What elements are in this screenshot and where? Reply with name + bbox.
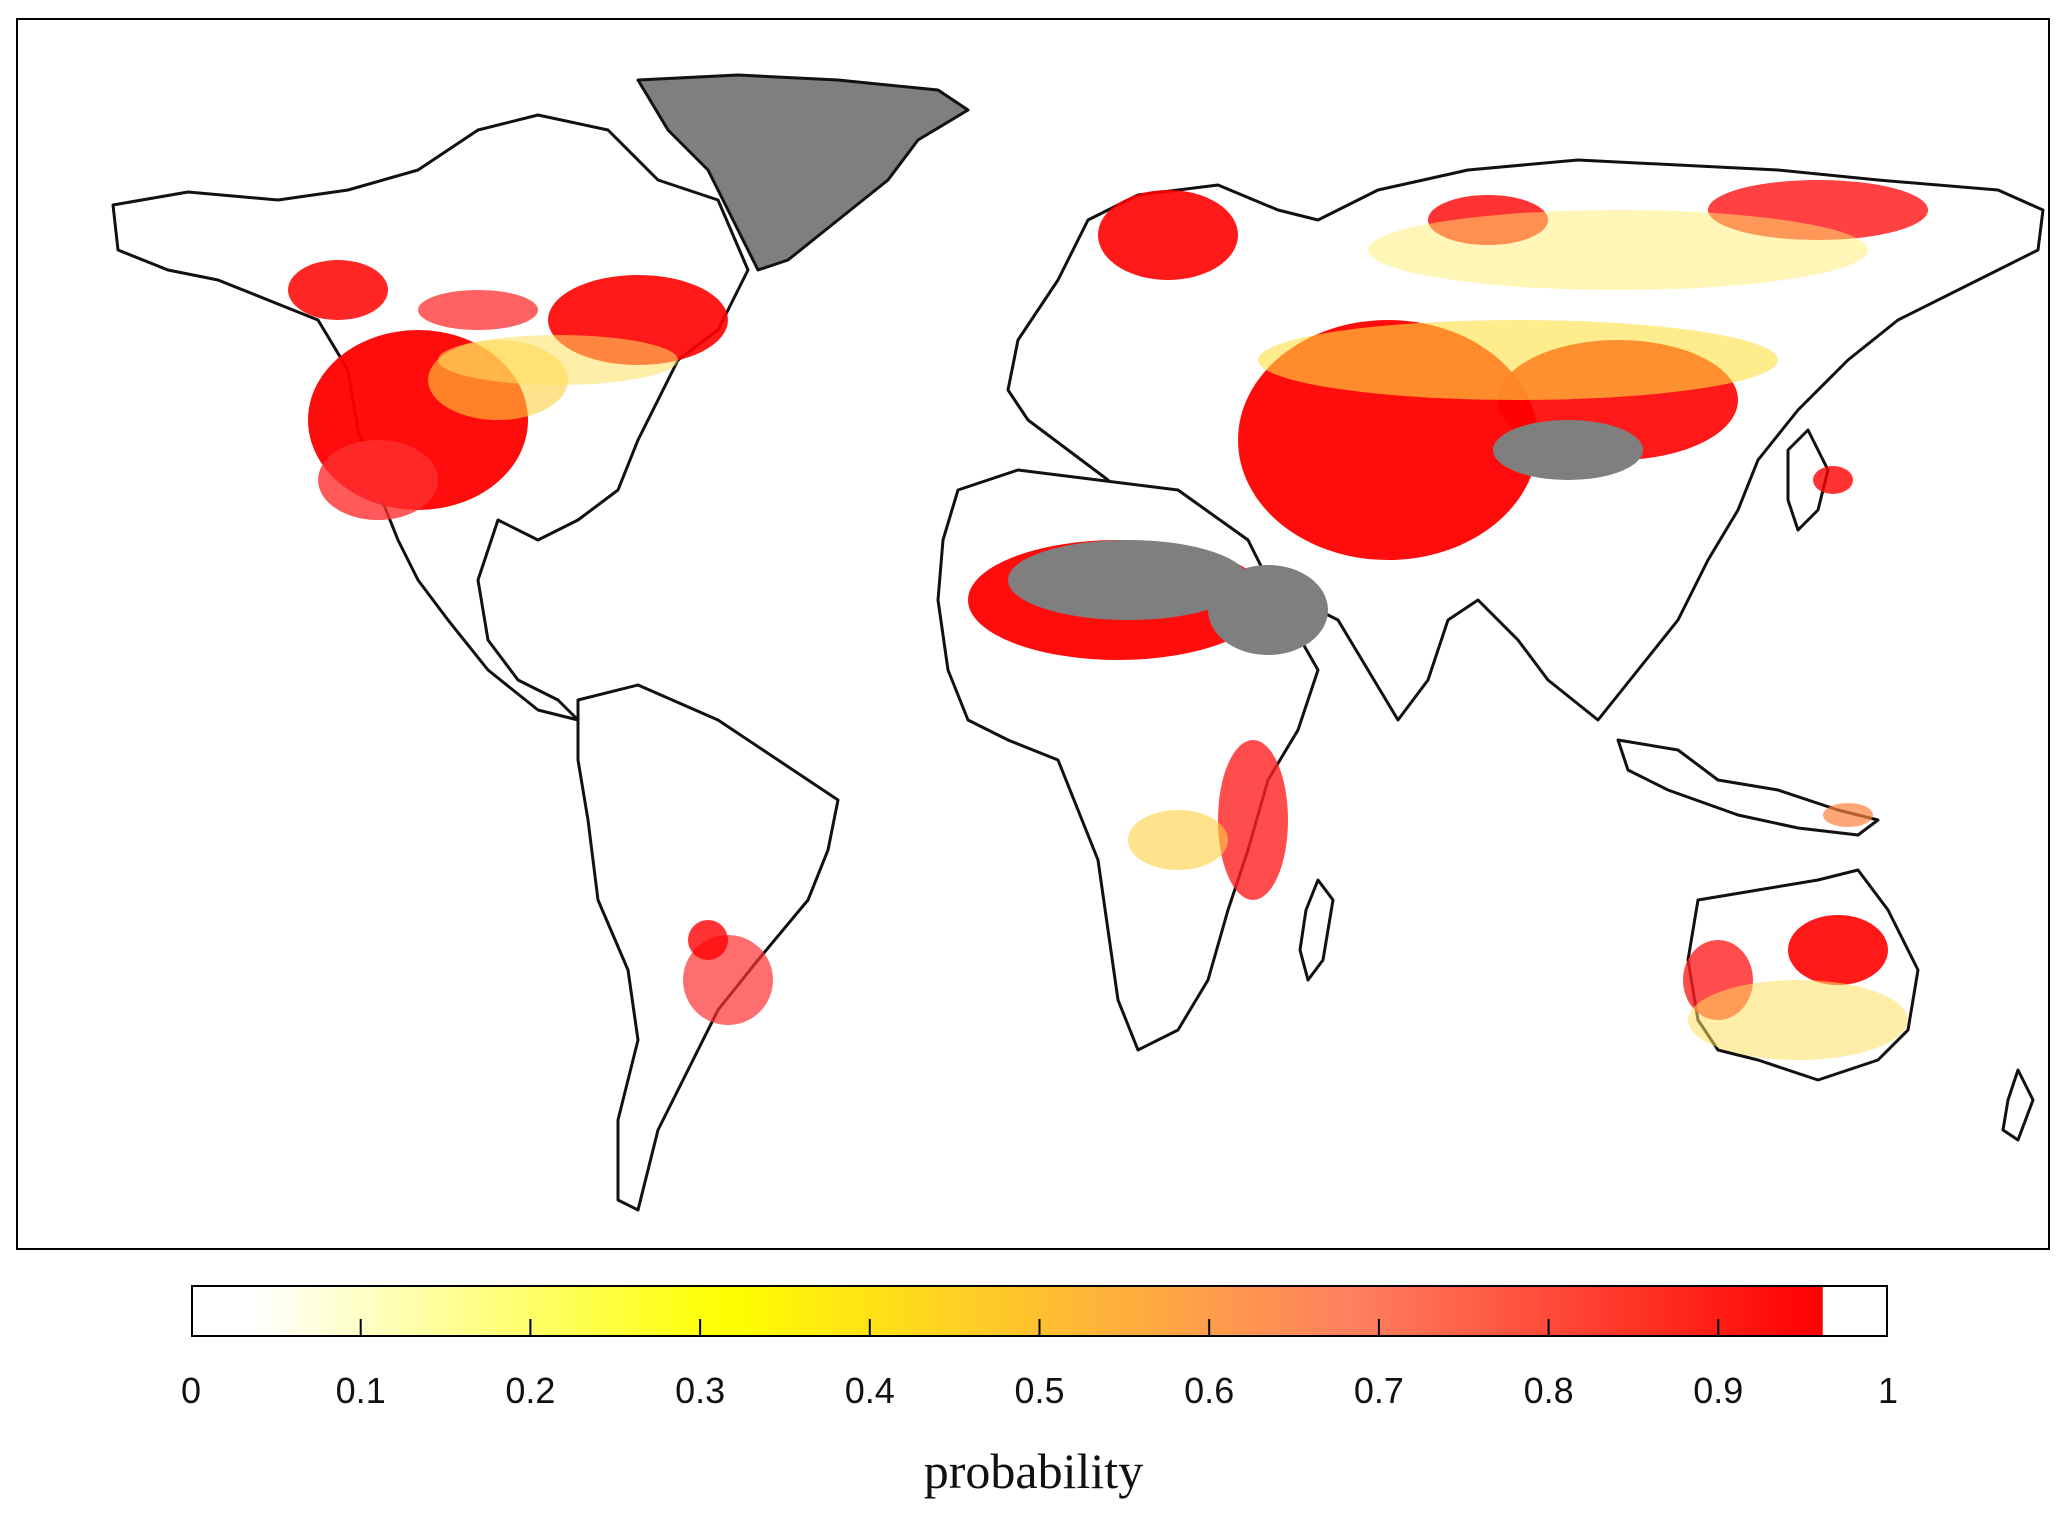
colorbar-tick-label: 0.2 bbox=[505, 1370, 556, 1411]
map-frame bbox=[16, 18, 2050, 1250]
probability-overlays bbox=[288, 180, 1928, 1060]
region-tibet-nodata bbox=[1493, 420, 1643, 480]
region-east-africa bbox=[1218, 740, 1288, 900]
colorbar-tick-label: 0.6 bbox=[1184, 1370, 1235, 1411]
new-zealand bbox=[2001, 1068, 2035, 1142]
colorbar-tick-label: 0.4 bbox=[844, 1370, 895, 1411]
colorbar-tick-label: 0.8 bbox=[1523, 1370, 1574, 1411]
world-map bbox=[111, 73, 2045, 1212]
colorbar-tick-label: 0.5 bbox=[1014, 1370, 1065, 1411]
colorbar-tick-label: 0.9 bbox=[1693, 1370, 1744, 1411]
colorbar-tick-marks bbox=[359, 1319, 1720, 1337]
region-scandinavia bbox=[1098, 190, 1238, 280]
region-australia-north bbox=[1788, 915, 1888, 985]
japan bbox=[1786, 428, 1830, 532]
madagascar bbox=[1298, 878, 1335, 982]
colorbar-tick-label: 0.7 bbox=[1353, 1370, 1404, 1411]
indonesia bbox=[1616, 738, 1880, 837]
colorbar-tick-label: 0 bbox=[180, 1370, 202, 1411]
colorbar-tick-label: 0.1 bbox=[335, 1370, 386, 1411]
legend-title: probability bbox=[923, 1443, 1144, 1499]
colorbar-tick-label: 1 bbox=[1877, 1370, 1899, 1411]
greenland bbox=[636, 73, 970, 272]
colorbar-tick-label: 0.3 bbox=[675, 1370, 726, 1411]
